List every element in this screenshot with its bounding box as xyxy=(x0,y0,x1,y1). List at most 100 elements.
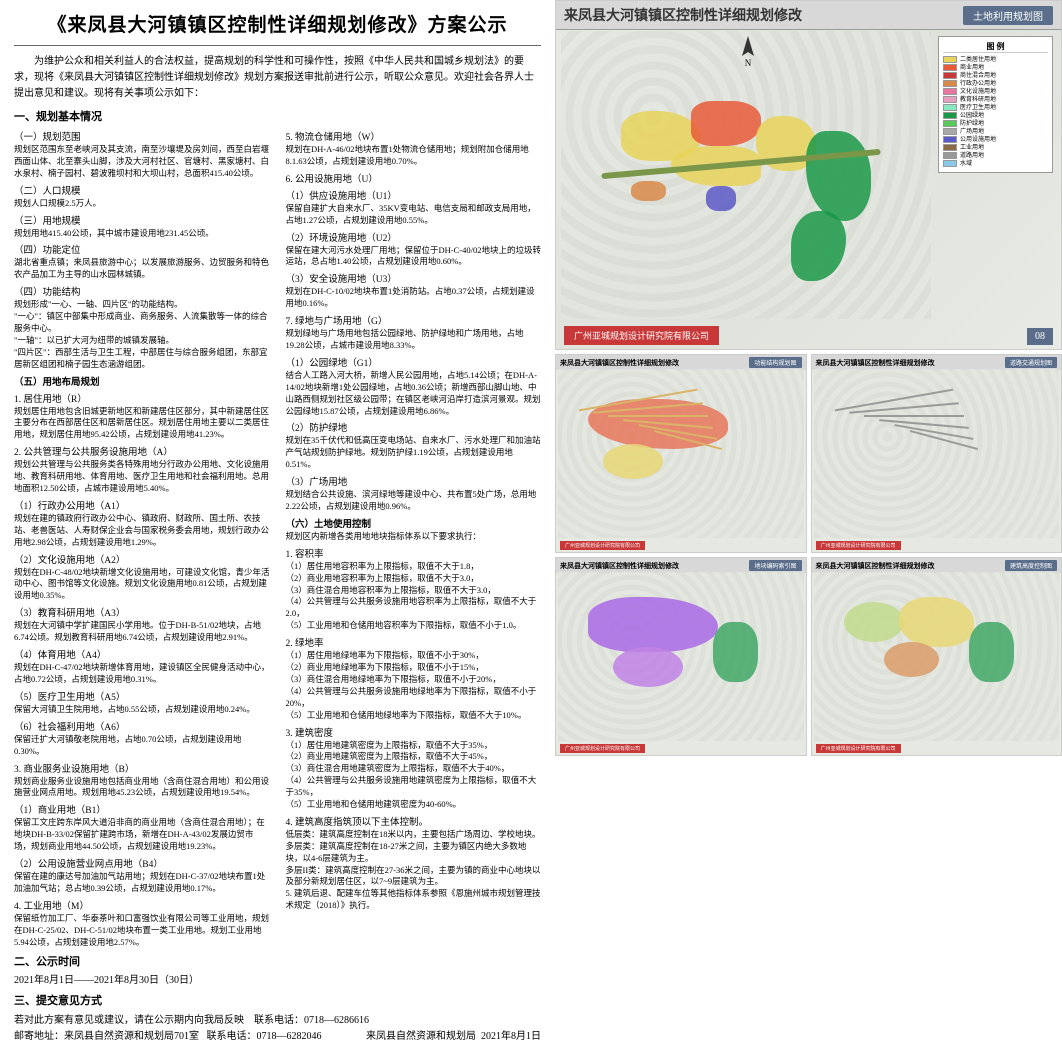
subsection-head: 4. 工业用地（M） xyxy=(14,898,270,912)
legend-swatch xyxy=(943,120,957,127)
mini-map-label: 地块编码索引图 xyxy=(749,560,801,571)
body-text: 结合人工路入河大桥，新增人民公园用地，占地5.14公顷；在DH-A-14/02地… xyxy=(286,370,542,418)
body-text: 规划在DH-A-46/02地块布置1处物流仓储用地；规划附加仓储用地8.1.63… xyxy=(286,144,542,168)
body-text: 规划区内新增各类用地地块指标体系以下要求执行： xyxy=(286,531,542,543)
phone-2: 联系电话：0718—6282046 xyxy=(207,1031,322,1042)
subsection-head: （3）教育科研用地（A3） xyxy=(14,605,270,619)
body-text: 规划在DH-C-48/02地块新增文化设施用地，可建设文化馆，青少年活动中心、图… xyxy=(14,567,270,603)
mini-map-title-bar: 来凤县大河镇镇区控制性详细规划修改建筑高度控制图 xyxy=(812,558,1062,573)
mini-zone xyxy=(713,622,758,682)
mini-zone xyxy=(588,597,718,652)
thumbnail-map: 来凤县大河镇镇区控制性详细规划修改建筑高度控制图广州亚城规划设计研究院有限公司 xyxy=(811,557,1062,756)
subsection-head: （1）行政办公用地（A1） xyxy=(14,498,270,512)
legend-label: 商住混合用地 xyxy=(960,73,996,79)
subsection-head: （四）功能结构 xyxy=(14,284,270,298)
mini-map-canvas xyxy=(814,369,1060,538)
legend-label: 道路用地 xyxy=(960,153,984,159)
legend-entry: 广场用地 xyxy=(943,128,1048,135)
section-3-head: 三、提交意见方式 xyxy=(14,993,541,1011)
legend-swatch xyxy=(943,112,957,119)
section-1-head: 一、规划基本情况 xyxy=(14,108,541,124)
subsection-head: （六）土地使用控制 xyxy=(286,516,542,530)
legend-label: 公园绿地 xyxy=(960,113,984,119)
subsection-head: （一）规划范围 xyxy=(14,129,270,143)
subsection-head: 4. 建筑高度指筑顶以下主体控制。 xyxy=(286,814,542,828)
body-text: 规划在建的镇政府行政办公中心、镇政府、财政所、国土所、农技站、老兽医站、人寿财保… xyxy=(14,513,270,549)
legend-entry: 公用设施用地 xyxy=(943,136,1048,143)
mini-zone xyxy=(603,444,663,479)
subsection-head: （二）人口规模 xyxy=(14,183,270,197)
section-2-head: 二、公示时间 xyxy=(14,954,541,972)
mini-zone xyxy=(884,642,939,677)
mini-map-title: 来凤县大河镇镇区控制性详细规划修改 xyxy=(560,358,679,368)
footer-block: 二、公示时间 2021年8月1日——2021年8月30日（30日） 三、提交意见… xyxy=(14,954,541,1044)
mini-map-label: 功能结构规划图 xyxy=(749,357,801,368)
north-arrow-icon: N xyxy=(736,36,760,74)
title-underline xyxy=(14,45,541,46)
thumbnail-map: 来凤县大河镇镇区控制性详细规划修改道路交通规划图广州亚城规划设计研究院有限公司 xyxy=(811,354,1062,553)
map-legend: 图 例 二类居住用地商业用地商住混合用地行政办公用地文化设施用地教育科研用地医疗… xyxy=(938,36,1053,173)
column-left: （一）规划范围规划区范围东至老峡河及其支流，南至沙壤堤及房刘间，西至白岩堰西面山… xyxy=(14,126,270,948)
legend-swatch xyxy=(943,128,957,135)
legend-entry: 道路用地 xyxy=(943,152,1048,159)
subsection-head: （4）体育用地（A4） xyxy=(14,647,270,661)
map-type-label: 土地利用规划图 xyxy=(963,6,1053,25)
map-title-bar: 来凤县大河镇镇区控制性详细规划修改 土地利用规划图 xyxy=(556,1,1061,30)
mail-address: 邮寄地址：来凤县自然资源和规划局701室 xyxy=(14,1031,199,1042)
mini-zone xyxy=(844,602,904,642)
mini-map-footer: 广州亚城规划设计研究院有限公司 xyxy=(560,541,645,550)
legend-swatch xyxy=(943,144,957,151)
subsection-head: 3. 建筑密度 xyxy=(286,725,542,739)
legend-swatch xyxy=(943,64,957,71)
map-page-number: 08 xyxy=(1027,328,1053,345)
road-line xyxy=(879,419,969,429)
body-text: 规划用地415.40公顷，其中城市建设用地231.45公顷。 xyxy=(14,228,270,240)
subsection-head: （1）公园绿地（G1） xyxy=(286,355,542,369)
mini-zone xyxy=(613,647,683,687)
body-text: （1）居住用地建筑密度为上限指标，取值不大于35%， （2）商业用地建筑密度为上… xyxy=(286,740,542,811)
subsection-head: （1）商业用地（B1） xyxy=(14,802,270,816)
legend-entry: 行政办公用地 xyxy=(943,80,1048,87)
subsection-head: （1）供应设施用地（U1） xyxy=(286,188,542,202)
body-text: 规划在大河镇中学扩建国民小学用地。位于DH-B-51/02地块，占地6.74公顷… xyxy=(14,620,270,644)
mini-map-footer: 广州亚城规划设计研究院有限公司 xyxy=(816,744,901,753)
legend-entry: 水域 xyxy=(943,160,1048,167)
body-text: 规划区范围东至老峡河及其支流，南至沙壤堤及房刘间，西至白岩堰西面山体、北至寨头山… xyxy=(14,144,270,180)
thumbnail-maps-grid: 来凤县大河镇镇区控制性详细规划修改功能结构规划图广州亚城规划设计研究院有限公司来… xyxy=(555,350,1062,760)
mini-map-footer: 广州亚城规划设计研究院有限公司 xyxy=(816,541,901,550)
mini-map-title: 来凤县大河镇镇区控制性详细规划修改 xyxy=(816,561,935,571)
body-text: 保留在建大河污水处理厂用地；保留位于DH-C-40/02地块上的垃圾转运站，总占… xyxy=(286,245,542,269)
body-text: 保留自建扩大自来水厂、35KV变电站、电信支局和邮政支局用地，占地1.27公顷，… xyxy=(286,203,542,227)
body-text: 规划绿地与广场用地包括公园绿地、防护绿地和广场用地，占地19.28公顷，占城市建… xyxy=(286,328,542,352)
body-text: 保留工文庄跨东岸风大道沿非商的商业用地（含商住混合用地）；在地块DH-B-33/… xyxy=(14,817,270,853)
subsection-head: 1. 容积率 xyxy=(286,546,542,560)
body-text: 规划结合公共设施、滨河绿地等建设中心、共布置5处广场，总用地2.22公顷，占规划… xyxy=(286,489,542,513)
mini-map-canvas xyxy=(558,572,804,741)
legend-label: 水域 xyxy=(960,161,972,167)
legend-title: 图 例 xyxy=(943,41,1048,53)
body-text: 保留迁扩大河镇敬老院用地，占地0.70公顷，占规划建设用地0.30%。 xyxy=(14,734,270,758)
document-panel: 《来凤县大河镇镇区控制性详细规划修改》方案公示 为维护公众和相关利益人的合法权益… xyxy=(0,0,555,760)
legend-label: 二类居住用地 xyxy=(960,57,996,63)
map-title: 来凤县大河镇镇区控制性详细规划修改 xyxy=(564,5,802,25)
legend-entry: 工业用地 xyxy=(943,144,1048,151)
legend-label: 防护绿地 xyxy=(960,121,984,127)
thumbnail-map: 来凤县大河镇镇区控制性详细规划修改 功能结构规划图广州亚城规划设计研究院有限公司 xyxy=(555,354,807,553)
body-text: （1）居住用地绿地率为下限指标，取值不小于30%， （2）商业用地绿地率为下限指… xyxy=(286,650,542,721)
body-text: （1）居住用地容积率为上限指标，取值不大于1.8， （2）商业用地容积率为上限指… xyxy=(286,561,542,632)
subsection-head: （6）社会福利用地（A6） xyxy=(14,719,270,733)
subsection-head: （3）安全设施用地（U3） xyxy=(286,271,542,285)
subsection-head: 2. 绿地率 xyxy=(286,635,542,649)
subsection-head: （2）公用设施营业网点用地（B4） xyxy=(14,856,270,870)
body-text: 低层类：建筑高度控制在18米以内，主要包括广场周边、学校地块。 多层类：建筑高度… xyxy=(286,829,542,912)
legend-swatch xyxy=(943,104,957,111)
legend-swatch xyxy=(943,80,957,87)
subsection-head: （2）文化设施用地（A2） xyxy=(14,552,270,566)
legend-swatch xyxy=(943,72,957,79)
body-text: 规划在DH-C-47/02地块新增体育用地，建设镇区全民健身活动中心，占地0.7… xyxy=(14,662,270,686)
mini-map-title: 来凤县大河镇镇区控制性详细规划修改 xyxy=(816,358,935,368)
legend-label: 医疗卫生用地 xyxy=(960,105,996,111)
two-column-layout: （一）规划范围规划区范围东至老峡河及其支流，南至沙壤堤及房刘间，西至白岩堰西面山… xyxy=(14,126,541,948)
legend-label: 文化设施用地 xyxy=(960,89,996,95)
legend-label: 公用设施用地 xyxy=(960,137,996,143)
